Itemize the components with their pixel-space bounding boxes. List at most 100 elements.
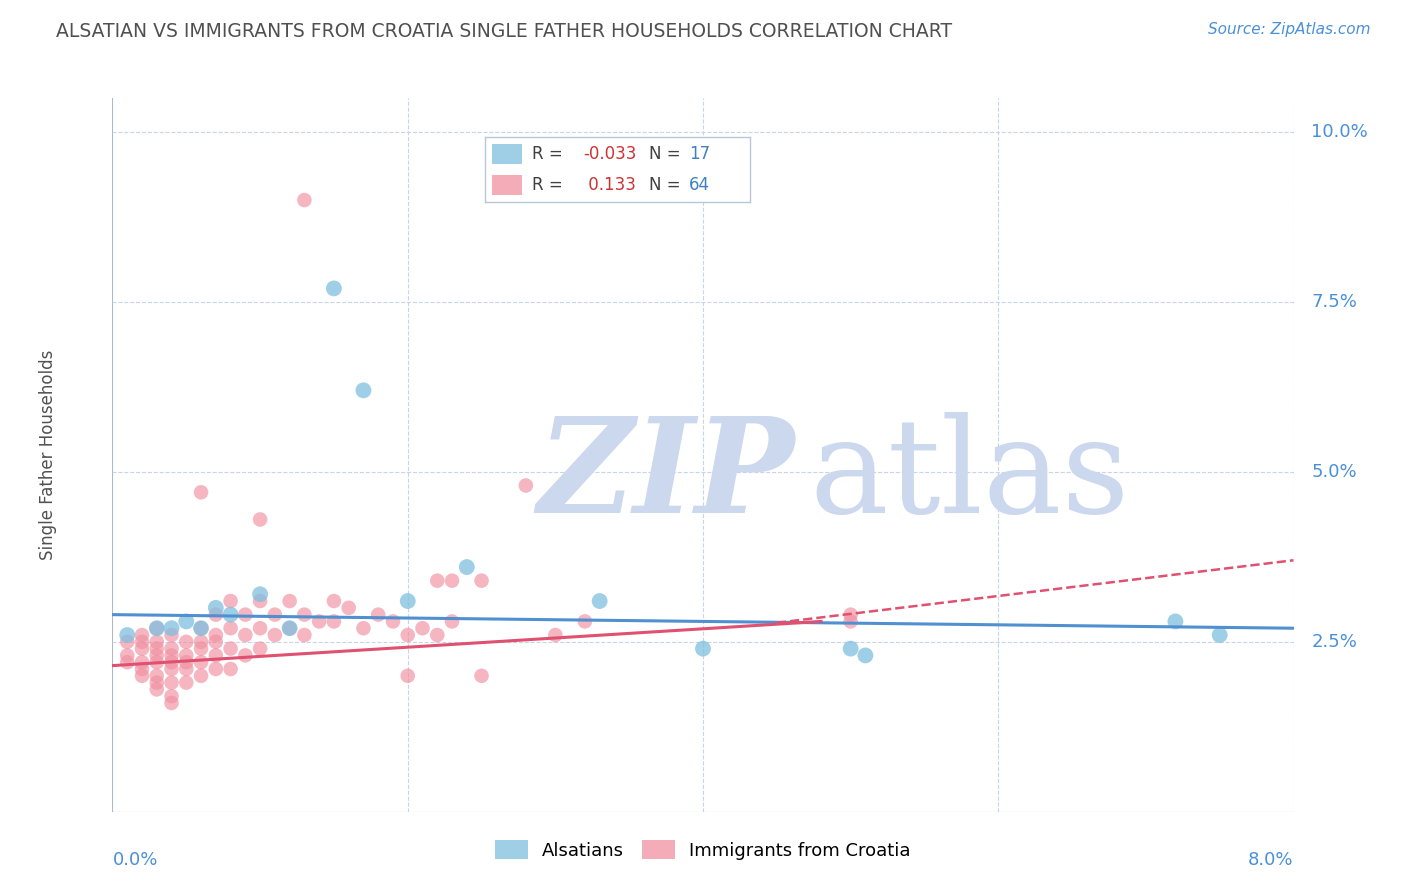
Point: [131, 662, 153, 676]
Point: [233, 628, 256, 642]
Point: [219, 621, 242, 635]
Point: [337, 600, 360, 615]
Point: [396, 594, 419, 608]
Point: [131, 655, 153, 669]
Point: [160, 662, 183, 676]
Text: 5.0%: 5.0%: [1312, 463, 1357, 481]
Point: [160, 641, 183, 656]
Point: [292, 193, 315, 207]
Point: [839, 607, 862, 622]
Point: [219, 607, 242, 622]
Point: [160, 689, 183, 703]
Text: ZIP: ZIP: [537, 412, 794, 541]
Text: Source: ZipAtlas.com: Source: ZipAtlas.com: [1208, 22, 1371, 37]
Point: [278, 621, 301, 635]
Text: 17: 17: [689, 145, 710, 163]
Point: [426, 574, 449, 588]
Point: [131, 628, 153, 642]
Point: [278, 621, 301, 635]
Point: [441, 574, 464, 588]
Text: R =: R =: [533, 176, 562, 194]
Point: [249, 594, 271, 608]
Point: [146, 675, 169, 690]
Point: [205, 662, 228, 676]
Point: [839, 615, 862, 629]
Point: [412, 621, 434, 635]
Point: [205, 648, 228, 663]
Point: [205, 635, 228, 649]
Point: [160, 675, 183, 690]
Point: [205, 600, 228, 615]
Text: 8.0%: 8.0%: [1249, 851, 1294, 869]
Point: [219, 641, 242, 656]
Point: [174, 675, 197, 690]
Point: [117, 648, 138, 663]
Point: [160, 621, 183, 635]
Point: [839, 641, 862, 656]
Point: [396, 669, 419, 683]
Point: [174, 615, 197, 629]
Point: [278, 594, 301, 608]
Point: [544, 628, 567, 642]
Point: [190, 669, 212, 683]
Point: [205, 628, 228, 642]
Text: 7.5%: 7.5%: [1312, 293, 1357, 311]
Point: [382, 615, 405, 629]
Point: [471, 669, 494, 683]
Point: [146, 648, 169, 663]
Point: [308, 615, 330, 629]
Point: [352, 621, 374, 635]
Point: [323, 615, 346, 629]
Text: -0.033: -0.033: [583, 145, 636, 163]
Point: [233, 648, 256, 663]
Point: [160, 628, 183, 642]
Point: [352, 384, 374, 398]
Point: [426, 628, 449, 642]
Point: [190, 621, 212, 635]
Point: [219, 594, 242, 608]
Point: [146, 682, 169, 697]
Point: [367, 607, 389, 622]
Text: R =: R =: [533, 145, 562, 163]
Point: [190, 635, 212, 649]
Point: [692, 641, 714, 656]
Bar: [492, 144, 522, 164]
Point: [264, 607, 287, 622]
Text: 64: 64: [689, 176, 710, 194]
Text: N =: N =: [650, 176, 681, 194]
Point: [264, 628, 287, 642]
Point: [233, 607, 256, 622]
Point: [174, 655, 197, 669]
Point: [323, 281, 346, 295]
Point: [190, 485, 212, 500]
Point: [146, 621, 169, 635]
Text: 10.0%: 10.0%: [1312, 123, 1368, 141]
Point: [174, 635, 197, 649]
Point: [456, 560, 478, 574]
Point: [160, 655, 183, 669]
Point: [174, 648, 197, 663]
Point: [249, 621, 271, 635]
Point: [146, 621, 169, 635]
Point: [292, 607, 315, 622]
Point: [131, 635, 153, 649]
Point: [219, 662, 242, 676]
Point: [205, 607, 228, 622]
Point: [441, 615, 464, 629]
Point: [117, 628, 138, 642]
Point: [160, 648, 183, 663]
Text: 0.133: 0.133: [583, 176, 636, 194]
Point: [117, 655, 138, 669]
Point: [396, 628, 419, 642]
Point: [190, 621, 212, 635]
Text: 2.5%: 2.5%: [1312, 632, 1357, 651]
Point: [190, 655, 212, 669]
Point: [1164, 615, 1187, 629]
Point: [146, 655, 169, 669]
Point: [249, 587, 271, 601]
Point: [146, 669, 169, 683]
Point: [131, 641, 153, 656]
Legend: Alsatians, Immigrants from Croatia: Alsatians, Immigrants from Croatia: [488, 833, 918, 867]
Point: [292, 628, 315, 642]
Text: atlas: atlas: [810, 412, 1129, 541]
